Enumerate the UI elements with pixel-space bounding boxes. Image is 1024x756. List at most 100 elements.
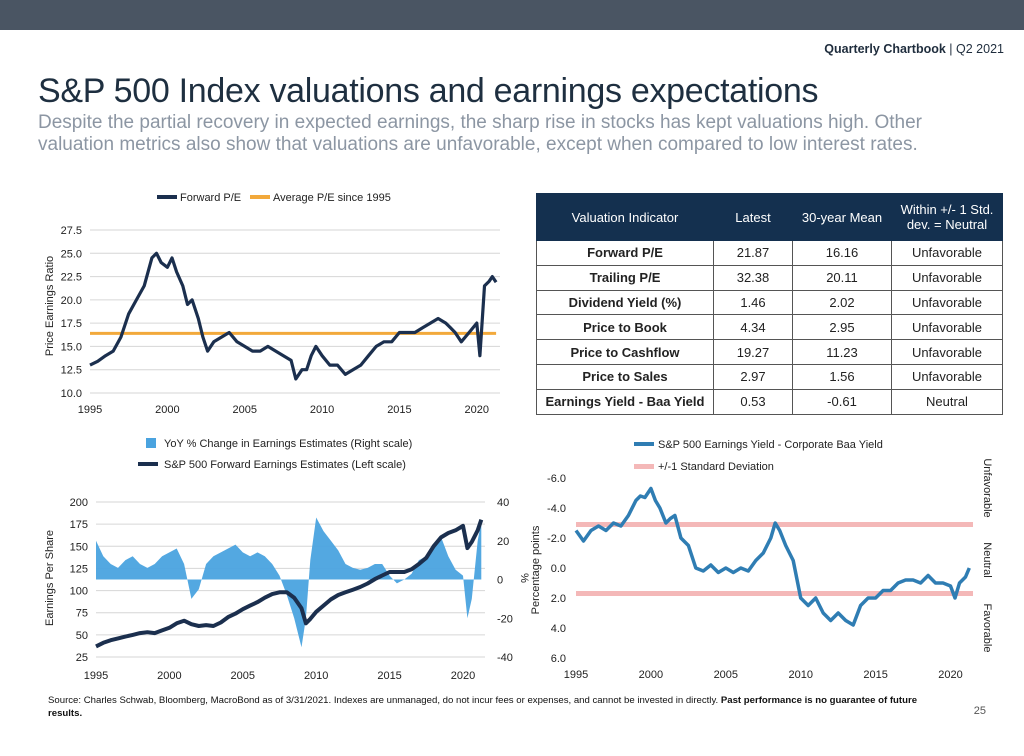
y-tick-label: 27.5: [61, 225, 82, 237]
pe-y-axis-label: Price Earnings Ratio: [44, 256, 56, 356]
y-tick-label: 125: [70, 563, 88, 575]
legend-swatch-forward-pe: [157, 195, 177, 199]
x-tick-label: 2010: [788, 669, 812, 681]
indicator-cell: Price to Book: [536, 314, 714, 341]
legend-swatch-forward-earnings: [138, 462, 158, 466]
y-tick-label: 25: [76, 652, 88, 664]
right-tick-label: -40: [497, 652, 513, 664]
legend-forward-pe: Forward P/E: [180, 192, 241, 204]
mean-cell: 11.23: [792, 339, 892, 365]
indicator-cell: Dividend Yield (%): [536, 289, 714, 316]
right-tick-label: 40: [497, 497, 509, 509]
yoy-bars: [96, 517, 482, 648]
mean-cell: 2.95: [792, 314, 892, 341]
valuation-table: Valuation Indicator Latest 30-year Mean …: [536, 193, 1003, 415]
x-tick-label: 2005: [232, 404, 256, 416]
latest-cell: 2.97: [713, 363, 793, 390]
table-header-row: Valuation Indicator Latest 30-year Mean …: [536, 193, 1003, 241]
y-tick-label: 15.0: [61, 341, 82, 353]
y-tick-label: 12.5: [61, 365, 82, 377]
latest-cell: 21.87: [713, 240, 793, 266]
legend-forward-earnings: S&P 500 Forward Earnings Estimates (Left…: [164, 459, 406, 471]
legend-yoy-change: YoY % Change in Earnings Estimates (Righ…: [164, 438, 412, 450]
page-title: S&P 500 Index valuations and earnings ex…: [38, 72, 819, 110]
yield-spread-line: [574, 486, 971, 627]
x-tick-label: 1995: [84, 670, 108, 682]
col-header-neutral: Within +/- 1 Std. dev. = Neutral: [891, 193, 1003, 241]
zone-unfavorable: Unfavorable: [981, 458, 993, 517]
neutral-cell: Unfavorable: [891, 289, 1003, 316]
y-tick-label: 25.0: [61, 248, 82, 260]
page-subtitle: Despite the partial recovery in expected…: [38, 112, 922, 155]
x-tick-label: 2020: [451, 670, 475, 682]
mean-cell: 1.56: [792, 363, 892, 390]
page-number: 25: [973, 705, 986, 717]
zone-neutral: Neutral: [981, 542, 993, 577]
mean-cell: 16.16: [792, 240, 892, 266]
col-header-latest: Latest: [713, 193, 793, 241]
pe-chart-legend: Forward P/E Average P/E since 1995: [157, 192, 391, 204]
y-tick-label: 20.0: [61, 295, 82, 307]
y-tick-label: -6.0: [547, 473, 566, 485]
zone-favorable: Favorable: [981, 604, 993, 653]
earnings-line: [95, 519, 484, 649]
table-row: Price to Book 4.34 2.95 Unfavorable: [536, 314, 1003, 341]
y-tick-label: 10.0: [61, 388, 82, 400]
table-row: Trailing P/E 32.38 20.11 Unfavorable: [536, 264, 1003, 291]
x-tick-label: 2000: [639, 669, 663, 681]
neutral-cell: Unfavorable: [891, 363, 1003, 390]
earnings-chart: YoY % Change in Earnings Estimates (Righ…: [44, 438, 530, 682]
latest-cell: 19.27: [713, 339, 793, 365]
y-tick-label: 50: [76, 630, 88, 642]
right-tick-label: -20: [497, 613, 513, 625]
y-tick-label: 22.5: [61, 272, 82, 284]
indicator-cell: Earnings Yield - Baa Yield: [536, 388, 714, 415]
earnings-right-axis-label: %: [518, 573, 530, 583]
x-tick-label: 2020: [465, 404, 489, 416]
x-tick-label: 2015: [387, 404, 411, 416]
y-tick-label: 6.0: [551, 653, 566, 665]
indicator-cell: Forward P/E: [536, 240, 714, 266]
yield-y-axis-label: Percentage points: [530, 525, 542, 614]
right-tick-label: 0: [497, 575, 503, 587]
mean-cell: -0.61: [792, 388, 892, 415]
y-tick-label: 200: [70, 497, 88, 509]
chartbook-label: Quarterly Chartbook | Q2 2021: [824, 42, 1004, 56]
pe-chart: Forward P/E Average P/E since 1995 Price…: [44, 192, 500, 416]
y-tick-label: -2.0: [547, 533, 566, 545]
col-header-mean: 30-year Mean: [792, 193, 892, 241]
x-tick-label: 2005: [231, 670, 255, 682]
x-tick-label: 2020: [938, 669, 962, 681]
x-tick-label: 2000: [155, 404, 179, 416]
x-tick-label: 2015: [863, 669, 887, 681]
table-row: Forward P/E 21.87 16.16 Unfavorable: [536, 240, 1003, 266]
mean-cell: 2.02: [792, 289, 892, 316]
y-tick-label: 75: [76, 608, 88, 620]
chartbook-period: Q2 2021: [956, 42, 1004, 56]
source-text: Source: Charles Schwab, Bloomberg, Macro…: [48, 695, 721, 706]
indicator-cell: Price to Sales: [536, 363, 714, 390]
x-tick-label: 2015: [377, 670, 401, 682]
x-tick-label: 2010: [304, 670, 328, 682]
legend-std-dev: +/-1 Standard Deviation: [658, 461, 774, 473]
neutral-cell: Unfavorable: [891, 240, 1003, 266]
neutral-cell: Neutral: [891, 388, 1003, 415]
x-tick-label: 2000: [157, 670, 181, 682]
latest-cell: 32.38: [713, 264, 793, 291]
y-tick-label: 4.0: [551, 623, 566, 635]
table-row: Dividend Yield (%) 1.46 2.02 Unfavorable: [536, 289, 1003, 316]
y-tick-label: 0.0: [551, 563, 566, 575]
neutral-cell: Unfavorable: [891, 339, 1003, 365]
latest-cell: 0.53: [713, 388, 793, 415]
indicator-cell: Price to Cashflow: [536, 339, 714, 365]
top-bar: [0, 0, 1024, 30]
y-tick-label: 2.0: [551, 593, 566, 605]
y-tick-label: 100: [70, 586, 88, 598]
legend-swatch-std-dev: [634, 464, 654, 469]
col-header-indicator: Valuation Indicator: [536, 193, 714, 241]
earnings-y-axis-label: Earnings Per Share: [44, 530, 56, 626]
chartbook-brand: Quarterly Chartbook: [824, 42, 946, 56]
y-tick-label: 150: [70, 541, 88, 553]
table-row: Price to Cashflow 19.27 11.23 Unfavorable: [536, 339, 1003, 365]
legend-yield-spread: S&P 500 Earnings Yield - Corporate Baa Y…: [658, 439, 883, 451]
